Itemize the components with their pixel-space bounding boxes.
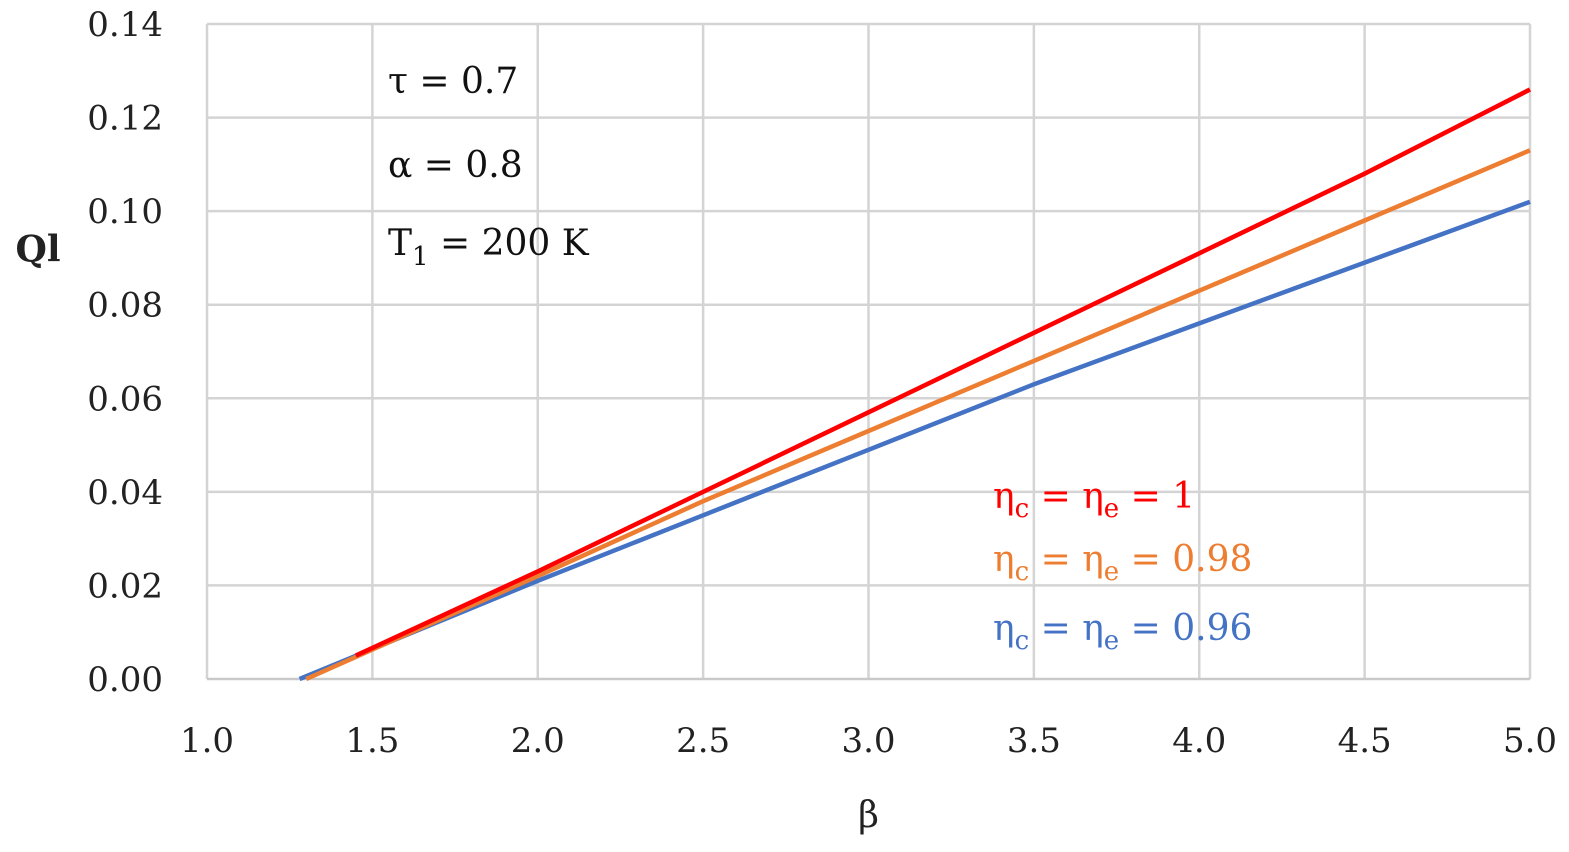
series-line [298, 199, 1531, 682]
series-group [298, 87, 1532, 682]
x-tick-label: 4.5 [1338, 721, 1392, 761]
x-tick-label: 1.5 [345, 721, 399, 761]
y-tick-label: 0.10 [87, 192, 163, 232]
y-axis-label: Ql [15, 229, 60, 271]
y-tick-label: 0.06 [87, 379, 163, 419]
x-tick-label: 3.5 [1007, 721, 1061, 761]
y-tick-label: 0.12 [87, 99, 163, 139]
x-tick-label: 4.0 [1172, 721, 1226, 761]
y-tick-label: 0.00 [87, 660, 163, 700]
x-tick-label: 2.0 [511, 721, 565, 761]
y-tick-label: 0.04 [87, 473, 163, 513]
parameter-annotations: τ = 0.7 α = 0.8 T1 = 200 K [388, 61, 590, 272]
y-tick-label: 0.08 [87, 286, 163, 326]
x-tick-label: 5.0 [1503, 721, 1557, 761]
legend: ηc = ηe = 1 ηc = ηe = 0.98 ηc = ηe = 0.96 [993, 476, 1252, 656]
y-tick-labels: 0.00 0.02 0.04 0.06 0.08 0.10 0.12 0.14 [87, 5, 163, 700]
x-tick-label: 3.0 [841, 721, 895, 761]
legend-entry: ηc = ηe = 1 [993, 476, 1195, 524]
parameter-annotation: α = 0.8 [388, 145, 523, 186]
legend-entry: ηc = ηe = 0.98 [993, 539, 1252, 587]
grid [205, 22, 1532, 681]
x-axis-label: β [858, 795, 879, 836]
y-tick-label: 0.02 [87, 566, 163, 606]
parameter-annotation: T1 = 200 K [388, 223, 590, 272]
series-line [354, 87, 1532, 658]
legend-entry: ηc = ηe = 0.96 [993, 608, 1252, 656]
x-tick-labels: 1.0 1.5 2.0 2.5 3.0 3.5 4.0 4.5 5.0 [180, 721, 1557, 761]
series-line [305, 148, 1531, 682]
parameter-annotation: τ = 0.7 [388, 61, 518, 102]
y-tick-label: 0.14 [87, 5, 163, 45]
x-tick-label: 2.5 [676, 721, 730, 761]
x-tick-label: 1.0 [180, 721, 234, 761]
